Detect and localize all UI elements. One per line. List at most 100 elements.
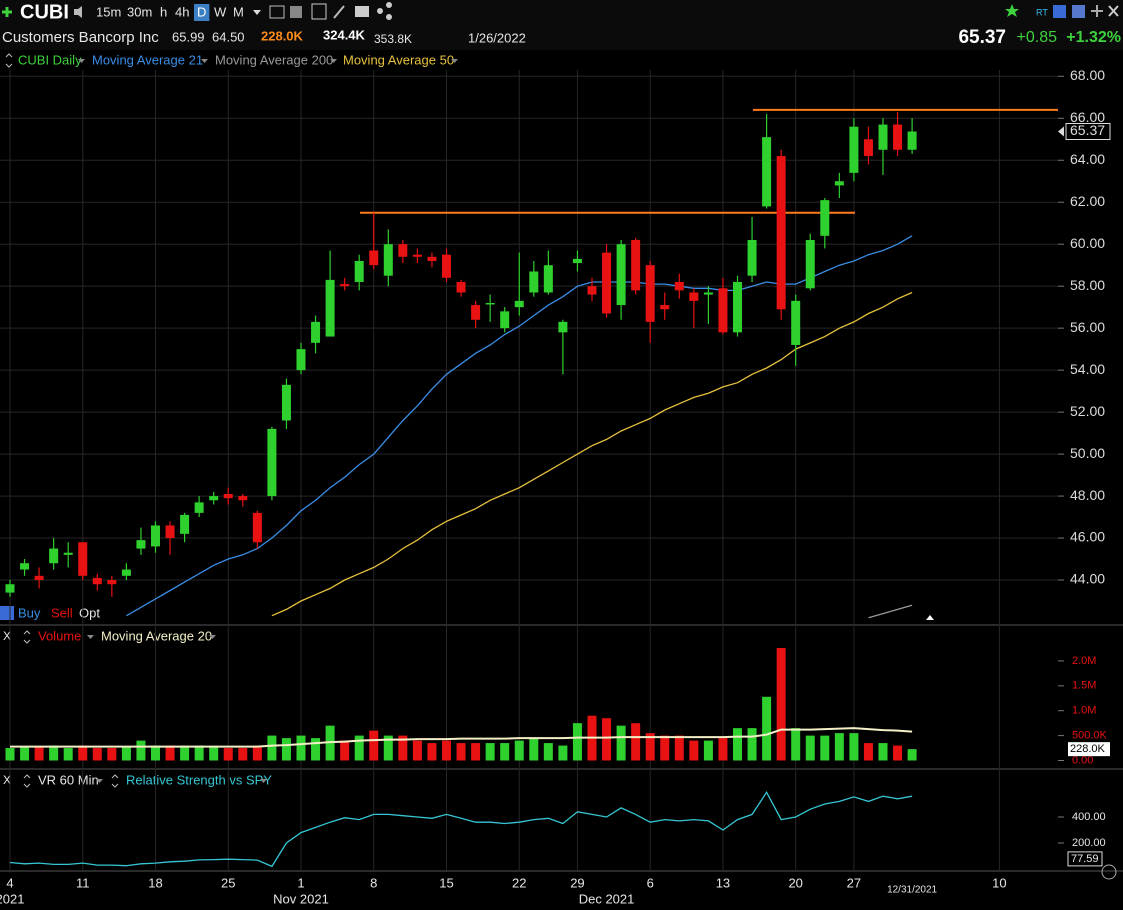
candle-body: [762, 137, 772, 207]
volume-box-label: 228.0K: [1070, 743, 1106, 755]
volume-bar: [223, 748, 233, 761]
sort-icon: [5, 53, 13, 68]
volume-bar: [558, 745, 568, 761]
dropdown-icon[interactable]: [87, 635, 94, 639]
dropdown-icon[interactable]: [78, 59, 85, 63]
legend-item[interactable]: CUBI Daily: [18, 52, 82, 67]
volume-bar: [602, 718, 612, 761]
settings-icon[interactable]: [1101, 864, 1117, 880]
legend-item[interactable]: Moving Average 50: [343, 52, 454, 67]
volume-bar: [471, 743, 481, 761]
y-tick-label: 52.00: [1070, 403, 1105, 419]
candle-body: [572, 258, 582, 264]
legend-item[interactable]: Moving Average 200: [215, 52, 333, 67]
legend-item[interactable]: VR 60 Min: [38, 772, 99, 787]
candle-body: [733, 281, 742, 333]
x-tick-label: 1: [297, 875, 304, 890]
volume-bar: [20, 746, 30, 761]
legend-item[interactable]: Volume: [38, 628, 81, 643]
sell-button[interactable]: Sell: [51, 605, 73, 620]
timeframe[interactable]: 15m: [96, 4, 121, 19]
price-pointer: [1058, 126, 1064, 137]
add-icon[interactable]: [2, 7, 12, 17]
volume-bar: [747, 728, 757, 761]
dropdown-icon[interactable]: [330, 59, 337, 63]
sort-icon: [111, 774, 119, 788]
close-icon[interactable]: [1108, 5, 1119, 17]
toggle-icon[interactable]: [269, 5, 285, 19]
candle-body: [369, 250, 379, 266]
y-tick-label: 54.00: [1070, 361, 1105, 377]
candle-body: [194, 502, 204, 513]
volume-bar: [529, 738, 539, 761]
volume-bar: [820, 735, 830, 761]
timeframe[interactable]: 4h: [175, 4, 189, 19]
volume-bar: [369, 730, 379, 761]
dropdown-icon[interactable]: [451, 59, 458, 63]
volume-bar: [500, 743, 510, 761]
y-tick-label: 58.00: [1070, 277, 1105, 293]
volume-bar: [616, 725, 626, 761]
splus-icon[interactable]: [1053, 5, 1066, 18]
save-icon[interactable]: [1072, 5, 1085, 18]
legend-item[interactable]: Relative Strength vs SPY: [126, 772, 272, 787]
speaker-icon[interactable]: [74, 6, 82, 18]
candle-body: [500, 311, 510, 329]
volume-bar: [660, 735, 670, 761]
y-tick-label: 48.00: [1070, 487, 1105, 503]
legend-item[interactable]: Moving Average 20: [101, 628, 212, 643]
dropdown-icon[interactable]: [201, 59, 208, 63]
volume-bar: [107, 748, 117, 761]
timeframe[interactable]: h: [160, 4, 167, 19]
volume-bar: [893, 745, 903, 761]
y-tick-label: 50.00: [1070, 445, 1105, 461]
candle-body: [311, 321, 321, 343]
close-panel[interactable]: X: [3, 773, 11, 787]
calc-icon[interactable]: [311, 3, 327, 20]
candle-body: [485, 302, 495, 305]
low: 64.50: [212, 29, 245, 44]
y-tick-label: 66.00: [1070, 109, 1105, 125]
x-month-label: Dec 2021: [579, 891, 635, 906]
timeframe[interactable]: D: [197, 4, 206, 19]
volume-bar: [674, 735, 684, 761]
option-button[interactable]: Opt: [79, 605, 100, 620]
y-tick-label: 68.00: [1070, 67, 1105, 83]
layers-icon[interactable]: [355, 6, 369, 17]
candle-body: [529, 271, 539, 293]
move-icon[interactable]: [1091, 5, 1103, 17]
candle-body: [674, 281, 684, 291]
volume-bar: [267, 735, 277, 761]
x-tick-label: 10: [992, 875, 1006, 890]
dropdown-icon[interactable]: [260, 779, 267, 783]
tool-icon[interactable]: [290, 6, 302, 18]
volume-bar: [311, 738, 321, 761]
x-tick-label: 8: [370, 875, 377, 890]
close-panel[interactable]: X: [3, 629, 11, 643]
timeframe[interactable]: 30m: [127, 4, 152, 19]
draw-icon[interactable]: [333, 5, 345, 19]
volume-bar: [427, 743, 437, 761]
dropdown-icon[interactable]: [96, 779, 103, 783]
volume-bar: [78, 745, 88, 761]
ticker[interactable]: CUBI: [20, 1, 69, 23]
dropdown-icon[interactable]: [253, 10, 261, 15]
candle-body: [49, 548, 59, 564]
candle-body: [92, 577, 102, 585]
timeframe[interactable]: M: [233, 4, 244, 19]
volume-bar: [703, 740, 713, 761]
y-tick-label: 1.0M: [1072, 705, 1096, 717]
candle-body: [180, 514, 190, 534]
legend-item[interactable]: Moving Average 21: [92, 52, 203, 67]
volume-bar: [834, 733, 844, 761]
volume-bar: [34, 746, 44, 761]
timeframe[interactable]: W: [214, 4, 227, 19]
volume-bar: [151, 745, 160, 761]
star-icon[interactable]: [1005, 4, 1019, 17]
candle-body: [703, 292, 713, 295]
dropdown-icon[interactable]: [209, 635, 216, 639]
candle-body: [805, 240, 815, 289]
buy-button[interactable]: Buy: [18, 605, 41, 620]
share-icon[interactable]: [377, 2, 392, 20]
